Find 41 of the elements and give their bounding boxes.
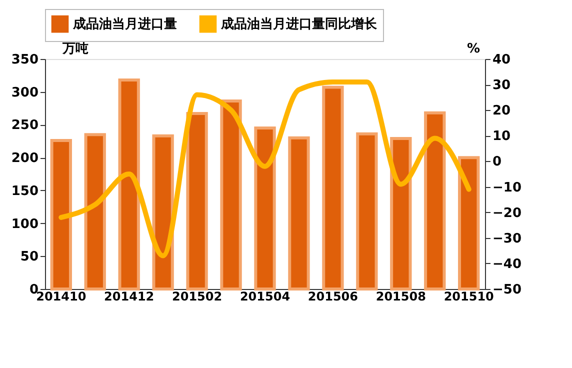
y2-tick-label: −50 <box>492 282 522 298</box>
bar <box>118 78 140 290</box>
bar <box>50 138 72 290</box>
y2-tick-label: 0 <box>492 154 502 170</box>
x-tick-label: 201412 <box>104 290 154 304</box>
bar <box>424 111 446 290</box>
x-tick-label: 201510 <box>444 290 494 304</box>
y2-tick-label: 20 <box>492 104 511 119</box>
legend-label: 成品油当月进口量同比增长 <box>220 17 378 32</box>
bar <box>288 136 310 290</box>
y-tick-label: 350 <box>11 52 38 68</box>
y2-tick-label: −40 <box>492 256 522 272</box>
y-tick-label: 150 <box>11 184 38 199</box>
y-tick-label: 0 <box>29 282 38 298</box>
y2-tick-label: 10 <box>492 129 511 144</box>
y-tick-label: 50 <box>20 250 38 265</box>
bar <box>186 112 208 290</box>
bar <box>458 156 480 290</box>
legend-label: 成品油当月进口量 <box>72 17 177 32</box>
x-tick-label: 201508 <box>376 290 426 304</box>
y2-tick-label: 40 <box>492 52 511 68</box>
y-tick-label: 250 <box>11 118 38 134</box>
bar <box>390 137 412 290</box>
y2-tick-label: −20 <box>492 206 522 221</box>
y-tick-label: 200 <box>11 151 38 166</box>
y-tick-label: 300 <box>11 85 38 100</box>
bar <box>356 132 378 290</box>
y2-tick-label: −10 <box>492 180 522 196</box>
y2-tick-label: 30 <box>492 78 511 94</box>
x-tick-label: 201506 <box>308 290 358 304</box>
bar <box>220 100 242 290</box>
y-axis-title: 万吨 <box>62 42 88 56</box>
bar <box>152 134 174 290</box>
x-tick-label: 201502 <box>172 290 222 304</box>
bar <box>254 126 276 290</box>
bar <box>84 133 106 290</box>
bar <box>322 86 344 290</box>
y2-tick-label: −30 <box>492 231 522 246</box>
y2-axis-title: % <box>466 42 480 56</box>
x-tick-label: 201504 <box>240 290 290 304</box>
y-tick-label: 100 <box>11 216 38 232</box>
